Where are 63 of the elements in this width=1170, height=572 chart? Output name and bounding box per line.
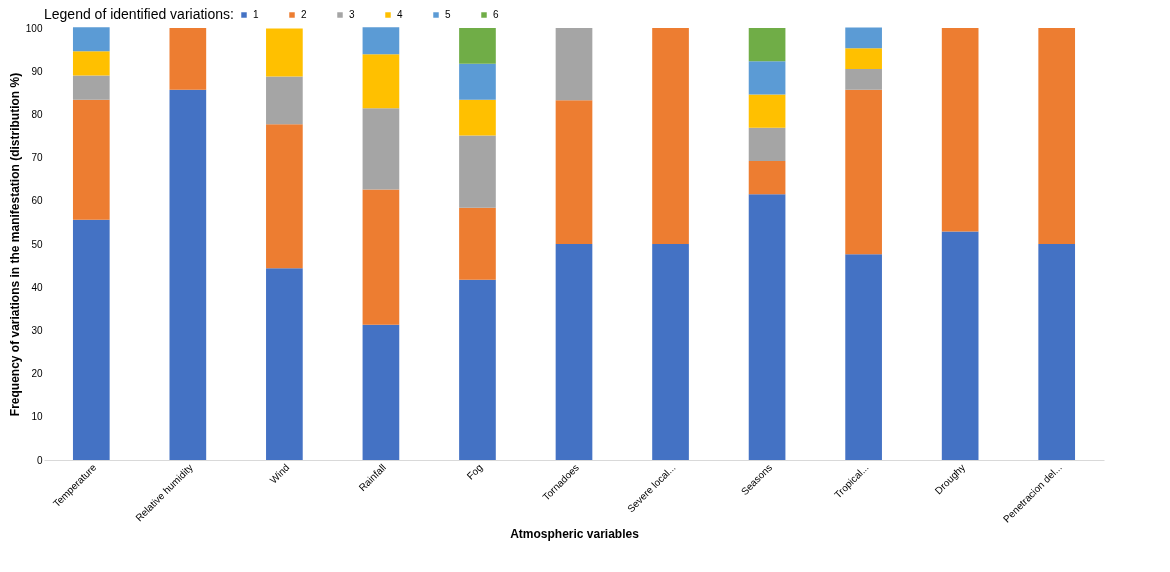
bar bbox=[555, 244, 593, 460]
bar bbox=[845, 27, 882, 49]
y-axis-title: Frequency of variations in the manifestation (distribution %) bbox=[7, 72, 22, 417]
bar bbox=[748, 194, 786, 460]
bar bbox=[459, 279, 496, 460]
bar bbox=[266, 268, 303, 460]
legend-title: Legend of identified variations: bbox=[44, 6, 234, 22]
bar bbox=[72, 99, 110, 220]
bar bbox=[555, 100, 593, 244]
bar bbox=[748, 28, 786, 62]
legend-label: 4 bbox=[397, 9, 403, 20]
bar bbox=[845, 254, 882, 460]
bar bbox=[362, 108, 400, 190]
bar bbox=[845, 69, 882, 90]
y-tick-label: 60 bbox=[31, 195, 43, 207]
bar bbox=[362, 54, 400, 109]
bar bbox=[652, 244, 689, 460]
bar bbox=[72, 75, 110, 100]
y-tick-label: 30 bbox=[31, 324, 43, 336]
legend-label: 1 bbox=[253, 9, 259, 20]
y-tick-label: 90 bbox=[31, 65, 43, 77]
bar bbox=[459, 28, 496, 64]
bar bbox=[459, 207, 496, 280]
y-tick-label: 50 bbox=[31, 238, 43, 250]
bar bbox=[169, 28, 207, 90]
y-tick-label: 80 bbox=[31, 108, 43, 120]
legend-label: 2 bbox=[301, 9, 307, 20]
bar bbox=[652, 28, 689, 244]
bar bbox=[748, 127, 786, 162]
bar bbox=[748, 94, 786, 128]
y-tick-label: 10 bbox=[31, 411, 43, 423]
legend-label: 6 bbox=[493, 9, 499, 20]
bar bbox=[72, 51, 110, 76]
bar bbox=[459, 135, 496, 208]
bar bbox=[266, 28, 303, 77]
bar bbox=[169, 89, 207, 460]
legend-label: 3 bbox=[349, 9, 355, 20]
y-tick-label: 70 bbox=[31, 152, 43, 164]
bar bbox=[266, 76, 303, 125]
bar bbox=[459, 63, 496, 100]
bar bbox=[362, 324, 400, 460]
bar bbox=[941, 28, 979, 232]
bar bbox=[1038, 28, 1076, 244]
bar bbox=[748, 161, 786, 195]
bar bbox=[555, 28, 593, 101]
bar bbox=[845, 48, 882, 70]
bar bbox=[362, 189, 400, 325]
bar bbox=[845, 89, 882, 255]
bar bbox=[72, 219, 110, 460]
y-tick-label: 40 bbox=[31, 281, 43, 293]
bar bbox=[459, 99, 496, 136]
y-tick-label: 100 bbox=[25, 22, 43, 34]
bar bbox=[266, 124, 303, 269]
bar bbox=[941, 231, 979, 460]
bar bbox=[72, 27, 110, 52]
x-axis-title: Atmospheric variables bbox=[510, 526, 640, 541]
x-tick-label: Fog bbox=[464, 461, 485, 482]
y-tick-label: 0 bbox=[36, 454, 43, 466]
bar bbox=[1038, 244, 1076, 460]
y-tick-label: 20 bbox=[31, 368, 43, 380]
legend-label: 5 bbox=[445, 9, 451, 20]
bar bbox=[748, 61, 786, 95]
bar bbox=[362, 27, 400, 55]
